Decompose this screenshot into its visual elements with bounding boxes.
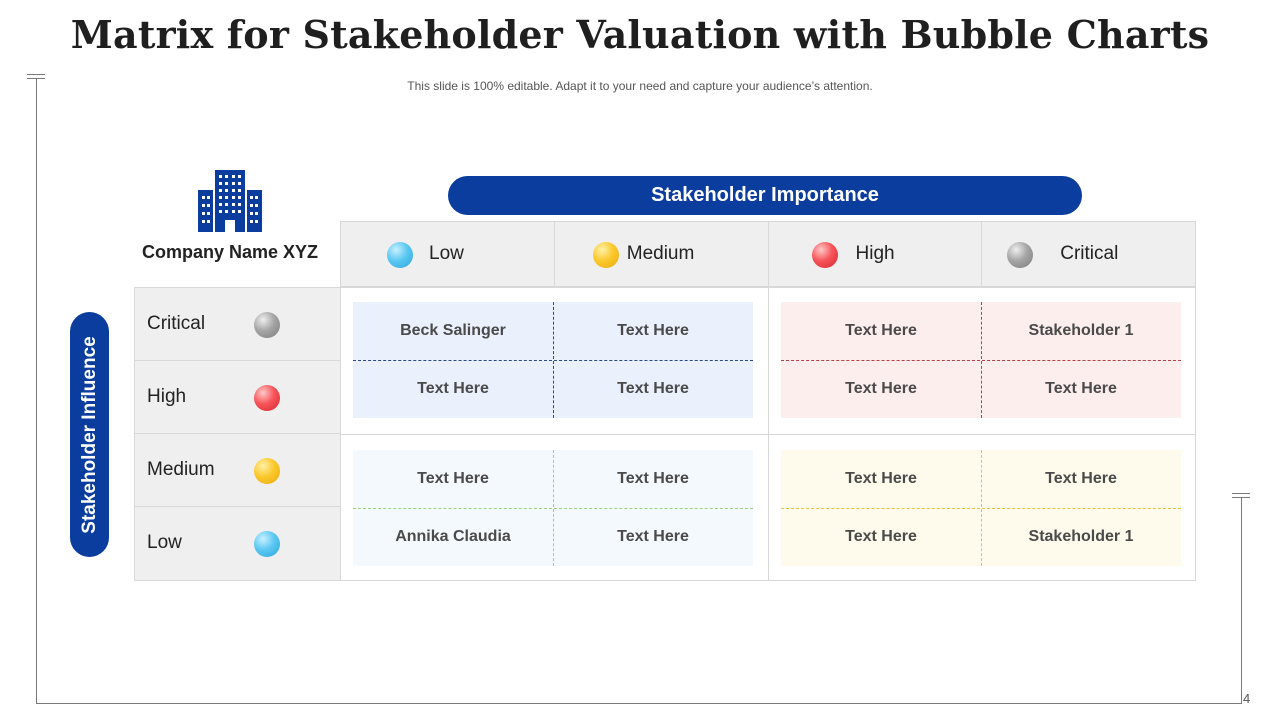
matrix-cell: Text Here [1045,380,1117,397]
influence-column: Critical High Medium Low [134,287,341,581]
yellow-bubble-icon [254,458,280,484]
matrix-cell: Text Here [845,322,917,339]
matrix-cell: Annika Claudia [395,528,511,545]
building-icon [198,170,262,232]
matrix-cell: Text Here [617,528,689,545]
importance-level-medium: Medium [555,222,769,286]
importance-header-row: Low Medium High Critical [340,221,1196,287]
dashed-divider-horizontal [781,360,1181,361]
quadrant-top-left: Beck Salinger Text Here Text Here Text H… [353,302,753,418]
dashed-divider-horizontal [353,360,753,361]
influence-axis-label: Stakeholder Influence [78,335,100,534]
matrix-cell: Text Here [845,470,917,487]
red-bubble-icon [254,385,280,411]
importance-level-critical: Critical [982,222,1195,286]
grid-divider-horizontal [341,434,1195,435]
matrix-cell: Text Here [1045,470,1117,487]
frame-line-right [1241,497,1242,704]
stakeholder-matrix-grid: Beck Salinger Text Here Text Here Text H… [340,287,1196,581]
gray-bubble-icon [1007,242,1034,268]
dashed-divider-horizontal [781,508,1181,509]
dashed-divider-horizontal [353,508,753,509]
matrix-cell: Text Here [617,322,689,339]
importance-axis-label: Stakeholder Importance [448,176,1082,215]
red-bubble-icon [811,242,838,268]
influence-level-critical: Critical [135,288,340,361]
frame-line-left [36,78,37,704]
influence-level-medium: Medium [135,434,340,507]
influence-level-high: High [135,361,340,434]
blue-bubble-icon [387,242,413,268]
matrix-cell: Text Here [845,528,917,545]
matrix-cell: Text Here [617,470,689,487]
page-title: Matrix for Stakeholder Valuation with Bu… [70,12,1210,57]
matrix-cell: Beck Salinger [400,322,506,339]
quadrant-bottom-right: Text Here Text Here Text Here Stakeholde… [781,450,1181,566]
matrix-cell: Text Here [845,380,917,397]
yellow-bubble-icon [592,242,619,268]
matrix-cell: Text Here [417,380,489,397]
importance-level-high: High [769,222,983,286]
frame-tick-right [1232,493,1250,494]
blue-bubble-icon [254,531,280,557]
matrix-cell: Stakeholder 1 [1028,528,1134,545]
company-name: Company Name XYZ [141,242,319,262]
importance-level-low: Low [341,222,555,286]
frame-tick-right-2 [1232,497,1250,498]
quadrant-bottom-left: Text Here Text Here Annika Claudia Text … [353,450,753,566]
influence-level-low: Low [135,507,340,580]
page-number: 4 [1243,691,1251,706]
gray-bubble-icon [254,312,280,338]
matrix-cell: Text Here [417,470,489,487]
influence-axis-pill: Stakeholder Influence [70,312,109,557]
matrix-cell: Text Here [617,380,689,397]
matrix-cell: Stakeholder 1 [1028,322,1134,339]
frame-line-bottom [36,703,1242,704]
subtitle: This slide is 100% editable. Adapt it to… [407,79,873,93]
quadrant-top-right: Text Here Stakeholder 1 Text Here Text H… [781,302,1181,418]
frame-tick-top-left [27,74,45,75]
